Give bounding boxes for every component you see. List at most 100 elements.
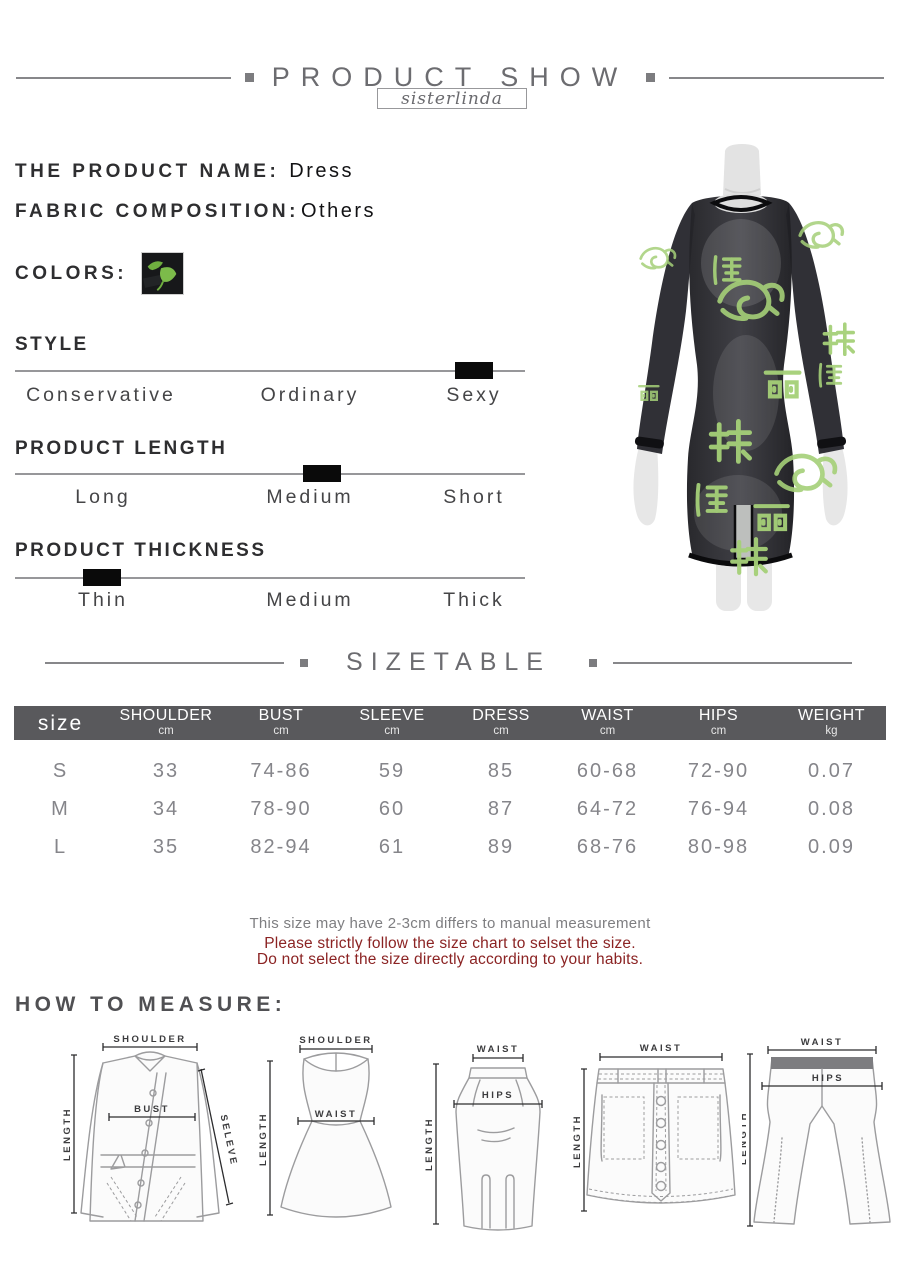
product-name-label: THE PRODUCT NAME: (15, 161, 280, 182)
cell: 78-90 (250, 797, 312, 820)
fabric-row: FABRIC COMPOSITION: Others (15, 200, 376, 223)
table-row-m: M 34 78-90 60 87 64-72 76-94 0.08 (14, 790, 886, 828)
cell: 72-90 (687, 759, 750, 782)
thickness-slider-track (15, 569, 525, 586)
thickness-options: Thin Medium Thick (15, 589, 525, 613)
svg-text:LENGTH: LENGTH (572, 1114, 583, 1168)
header-accent-square-right (646, 73, 656, 82)
svg-text:BUST: BUST (134, 1104, 170, 1115)
cell: 34 (152, 797, 180, 820)
style-slider-marker (455, 362, 493, 379)
fabric-swatch (141, 252, 185, 295)
svg-text:WAIST: WAIST (801, 1038, 844, 1048)
style-option-sexy: Sexy (446, 384, 502, 406)
measure-diagram-miniskirt: WAIST LENGTH (572, 1043, 736, 1212)
svg-text:SELEVE: SELEVE (218, 1114, 240, 1168)
col-size: size (37, 711, 84, 735)
svg-text:LENGTH: LENGTH (742, 1111, 749, 1165)
thickness-option-thick: Thick (443, 589, 505, 611)
cell: 0.08 (808, 797, 855, 820)
product-name-value: Dress (289, 160, 355, 182)
cell: 76-94 (687, 797, 750, 820)
svg-text:HIPS: HIPS (482, 1090, 514, 1101)
svg-text:WAIST: WAIST (477, 1044, 520, 1055)
length-option-long: Long (75, 486, 131, 508)
col-hips: HIPS cm (698, 707, 739, 738)
svg-text:SHOULDER: SHOULDER (299, 1035, 372, 1046)
brand-box: sisterlinda (377, 88, 527, 109)
cell: 60 (378, 797, 406, 820)
svg-text:WAIST: WAIST (640, 1043, 683, 1054)
cell: 59 (378, 759, 406, 782)
style-options: Conservative Ordinary Sexy (15, 384, 525, 408)
sizetable-square-right (588, 658, 597, 667)
length-slider-marker (303, 465, 341, 482)
measure-diagram-dress: SHOULDER LENGTH WAIST (258, 1035, 392, 1218)
colors-row: COLORS: (15, 252, 185, 295)
svg-text:LENGTH: LENGTH (258, 1112, 269, 1166)
cell: 0.09 (808, 835, 855, 858)
size-table-body: S 33 74-86 59 85 60-68 72-90 0.07 M 34 78-90 60 87 6… (14, 752, 886, 866)
table-row-l: L 35 82-94 61 89 68-76 80-98 0.09 (14, 828, 886, 866)
cell: 33 (152, 759, 180, 782)
svg-text:SHOULDER: SHOULDER (113, 1034, 186, 1045)
size-note-red-1: Please strictly follow the size chart to… (264, 935, 636, 952)
header-rule-left (16, 76, 231, 79)
measure-diagram-pants: WAIST HIPS LENGTH (742, 1038, 891, 1227)
col-bust: BUST cm (258, 707, 304, 738)
cell: 89 (487, 835, 515, 858)
cell: 74-86 (250, 759, 312, 782)
length-options: Long Medium Short (15, 486, 525, 510)
size-note-red-2: Do not select the size directly accordin… (256, 951, 644, 968)
fabric-label: FABRIC COMPOSITION: (15, 201, 299, 222)
length-slider-track (15, 465, 525, 482)
fabric-value: Others (300, 200, 376, 222)
length-option-medium: Medium (266, 486, 354, 508)
attribute-style-heading: STYLE (15, 334, 89, 355)
style-option-ordinary: Ordinary (260, 384, 360, 406)
measure-heading: HOW TO MEASURE: (15, 993, 287, 1016)
style-option-conservative: Conservative (26, 384, 176, 406)
size-table: size SHOULDER cm BUST cm SLEEVE cm DRESS cm … (14, 706, 886, 866)
col-waist: WAIST cm (581, 707, 634, 738)
cell: 64-72 (576, 797, 639, 820)
col-weight: WEIGHT kg (798, 707, 865, 738)
cell: 87 (487, 797, 515, 820)
cell: M (51, 797, 70, 820)
col-sleeve: SLEEVE cm (359, 707, 425, 738)
thickness-slider-marker (83, 569, 121, 586)
length-option-short: Short (443, 486, 505, 508)
size-table-head: size SHOULDER cm BUST cm SLEEVE cm DRESS cm … (14, 706, 886, 740)
sizetable-rule-right (612, 661, 853, 664)
cell: 85 (487, 759, 515, 782)
header-rule-right (669, 76, 885, 79)
table-row-s: S 33 74-86 59 85 60-68 72-90 0.07 (14, 752, 886, 790)
product-photo-dress (633, 144, 856, 611)
sizetable-rule-left (45, 661, 285, 664)
measure-diagram-skirt: WAIST HIPS LENGTH (424, 1044, 543, 1231)
page-header: PRODUCT SHOW (16, 62, 885, 93)
colors-label: COLORS: (15, 262, 128, 284)
cell: 60-68 (576, 759, 639, 782)
brand-name: sisterlinda (401, 88, 503, 109)
attribute-length-heading: PRODUCT LENGTH (15, 438, 228, 459)
thickness-option-thin: Thin (78, 589, 128, 611)
sizetable-square-left (300, 658, 309, 667)
cell: 80-98 (687, 835, 750, 858)
cell: 82-94 (250, 835, 312, 858)
svg-text:WAIST: WAIST (315, 1109, 358, 1120)
cell: 35 (152, 835, 180, 858)
header-accent-square-left (244, 73, 254, 82)
col-shoulder: SHOULDER cm (119, 707, 213, 738)
cell: 68-76 (576, 835, 639, 858)
attribute-thickness-heading: PRODUCT THICKNESS (15, 540, 267, 561)
svg-text:LENGTH: LENGTH (62, 1107, 73, 1161)
page-title: PRODUCT SHOW (271, 62, 629, 92)
sizetable-title: SIZETABLE (346, 648, 551, 676)
sizetable-header: SIZETABLE (45, 648, 853, 677)
cell: L (53, 835, 68, 858)
svg-text:LENGTH: LENGTH (424, 1117, 435, 1171)
cell: 0.07 (808, 759, 855, 782)
product-name-row: THE PRODUCT NAME: Dress (15, 160, 354, 183)
